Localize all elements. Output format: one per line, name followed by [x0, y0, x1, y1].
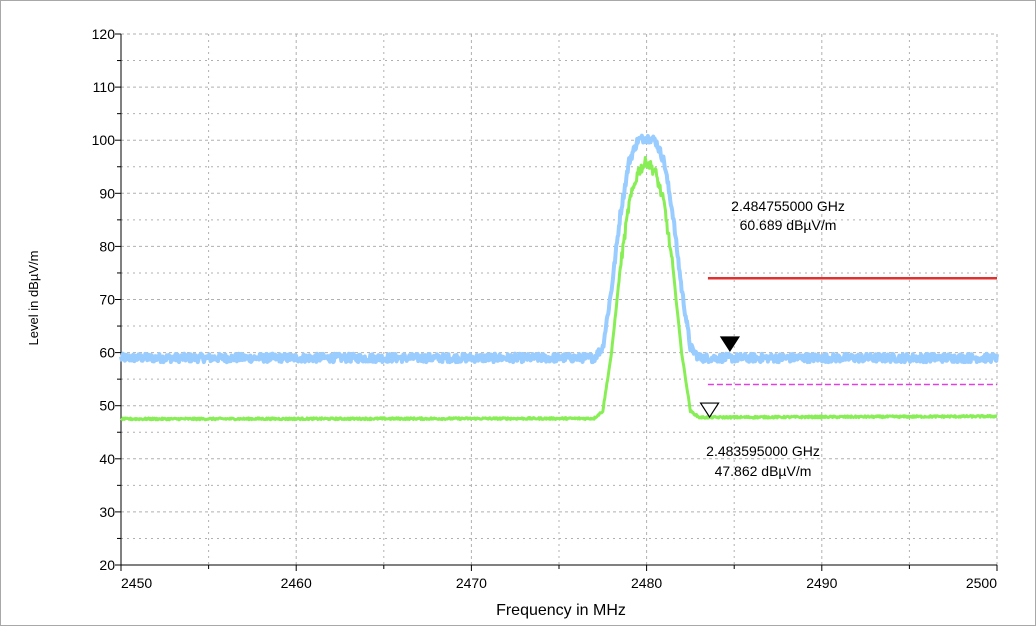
- y-tick-label: 90: [99, 185, 115, 201]
- x-tick-labels: 2450 2460 2470 2480 2490 2500: [121, 575, 997, 591]
- x-axis-title: Frequency in MHz: [496, 602, 626, 619]
- y-tick-labels: 20 30 40 50 60 70 80 90 100 110 120: [92, 26, 116, 573]
- x-tick-label: 2470: [456, 575, 487, 591]
- x-tick-label: 2450: [121, 575, 152, 591]
- series-group: [119, 133, 999, 422]
- y-tick-label: 30: [99, 504, 115, 520]
- y-tick-label: 40: [99, 451, 115, 467]
- x-tick-label: 2500: [966, 575, 997, 591]
- x-tick-label: 2490: [806, 575, 837, 591]
- y-tick-label: 50: [99, 398, 115, 414]
- markers: [699, 336, 741, 419]
- y-tick-label: 20: [99, 557, 115, 573]
- marker1-level-label: 60.689 dBµV/m: [740, 217, 837, 233]
- y-tick-label: 100: [92, 132, 116, 148]
- y-tick-label: 110: [93, 79, 116, 95]
- x-tick-label: 2460: [281, 575, 312, 591]
- x-tick-label: 2480: [631, 575, 662, 591]
- grid: [120, 33, 998, 566]
- marker1-triangle: [719, 336, 741, 353]
- y-axis-title: Level in dBµV/m: [26, 251, 41, 346]
- peak-trace: [119, 133, 999, 365]
- average-trace: [120, 156, 998, 422]
- limit-lines: [707, 277, 997, 386]
- marker2-level-label: 47.862 dBµV/m: [715, 463, 812, 479]
- axes: [115, 33, 998, 571]
- y-tick-label: 60: [99, 345, 115, 361]
- marker2-triangle: [699, 402, 720, 419]
- y-tick-label: 120: [92, 26, 116, 42]
- marker1-frequency-label: 2.484755000 GHz: [731, 198, 845, 214]
- y-tick-label: 80: [99, 238, 115, 254]
- marker2-frequency-label: 2.483595000 GHz: [706, 443, 820, 459]
- y-tick-label: 70: [99, 292, 115, 308]
